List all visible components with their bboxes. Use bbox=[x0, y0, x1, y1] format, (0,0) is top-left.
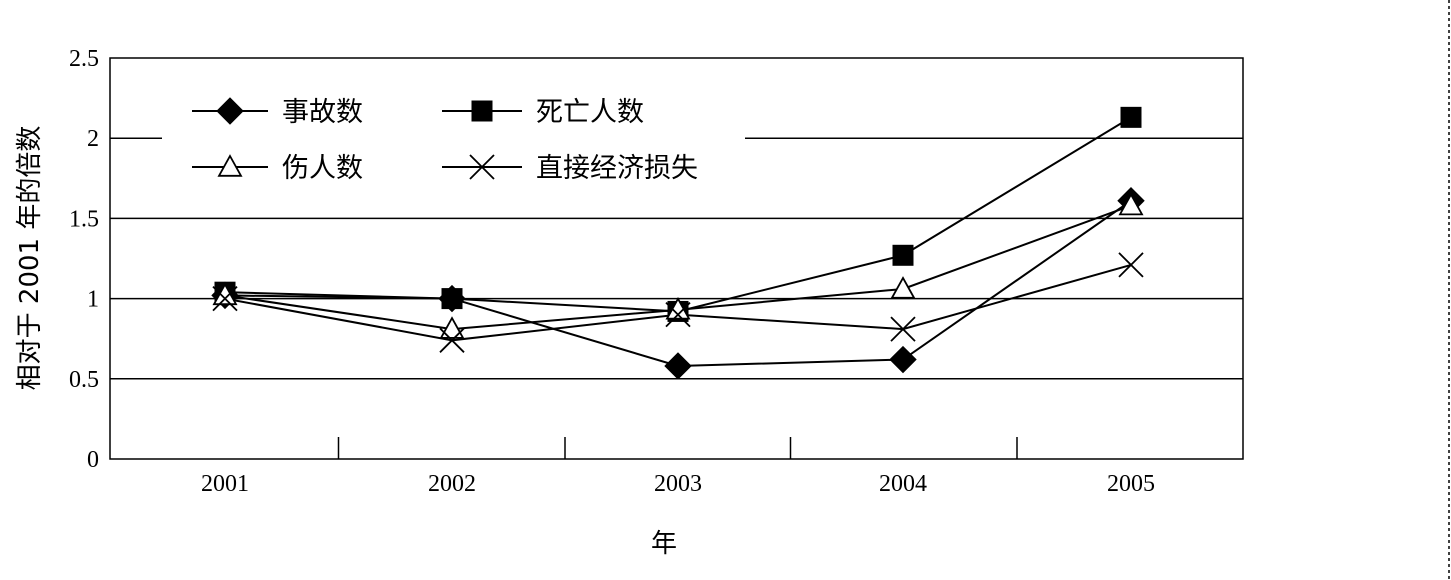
y-tick-label: 1 bbox=[87, 287, 99, 313]
data-point bbox=[439, 316, 465, 339]
plot-frame bbox=[109, 57, 1244, 460]
y-tick-label: 0 bbox=[87, 447, 99, 473]
legend-label: 死亡人数 bbox=[536, 97, 644, 128]
data-point bbox=[1118, 252, 1144, 278]
legend-item: 事故数 bbox=[192, 97, 363, 128]
x-tick-label: 2003 bbox=[654, 471, 702, 497]
data-point bbox=[890, 276, 916, 299]
x-tick-labels: 2001 2002 2003 2004 2005 bbox=[201, 471, 1155, 497]
data-point bbox=[892, 244, 914, 266]
series-layer bbox=[211, 106, 1145, 380]
series-markers-3 bbox=[212, 192, 1144, 339]
legend-item: 直接经济损失 bbox=[442, 153, 698, 184]
legend-marker bbox=[216, 97, 244, 125]
series-2 bbox=[224, 116, 1132, 313]
x-tick-label: 2002 bbox=[428, 471, 476, 497]
x-tick-label: 2001 bbox=[201, 471, 249, 497]
y-axis-title: 相对于 2001 年的倍数 bbox=[15, 126, 45, 391]
legend-marker bbox=[471, 100, 493, 122]
y-tick-label: 2.5 bbox=[69, 46, 99, 72]
data-point bbox=[665, 302, 691, 328]
legend-item: 死亡人数 bbox=[442, 97, 644, 128]
data-point bbox=[439, 327, 465, 353]
data-point bbox=[441, 288, 463, 310]
legend-item: 伤人数 bbox=[192, 153, 363, 184]
legend-label: 伤人数 bbox=[282, 153, 363, 184]
data-point bbox=[212, 285, 238, 312]
series-markers-1 bbox=[211, 187, 1145, 380]
legend-marker bbox=[469, 154, 495, 180]
x-axis-title: 年 bbox=[651, 529, 677, 559]
y-tick-label: 0.5 bbox=[69, 367, 99, 393]
data-point bbox=[1118, 192, 1144, 216]
legend-label: 直接经济损失 bbox=[536, 153, 698, 184]
y-tick-label: 2 bbox=[87, 126, 99, 152]
data-point bbox=[889, 345, 917, 374]
series-line bbox=[224, 116, 1132, 313]
y-tick-labels: 0 0.5 1 1.5 2 2.5 bbox=[69, 46, 99, 473]
data-point bbox=[890, 316, 916, 342]
x-tick-label: 2004 bbox=[879, 471, 927, 497]
legend-label: 事故数 bbox=[282, 97, 363, 128]
series-1 bbox=[224, 199, 1132, 367]
data-point bbox=[664, 352, 692, 380]
x-tick-label: 2005 bbox=[1107, 471, 1155, 497]
legend-marker bbox=[217, 154, 243, 177]
series-markers-4 bbox=[212, 252, 1144, 353]
gridlines bbox=[110, 137, 1243, 380]
x-ticks bbox=[337, 437, 1018, 459]
y-tick-label: 1.5 bbox=[69, 206, 99, 232]
data-point bbox=[1120, 106, 1142, 128]
series-line bbox=[224, 199, 1132, 367]
